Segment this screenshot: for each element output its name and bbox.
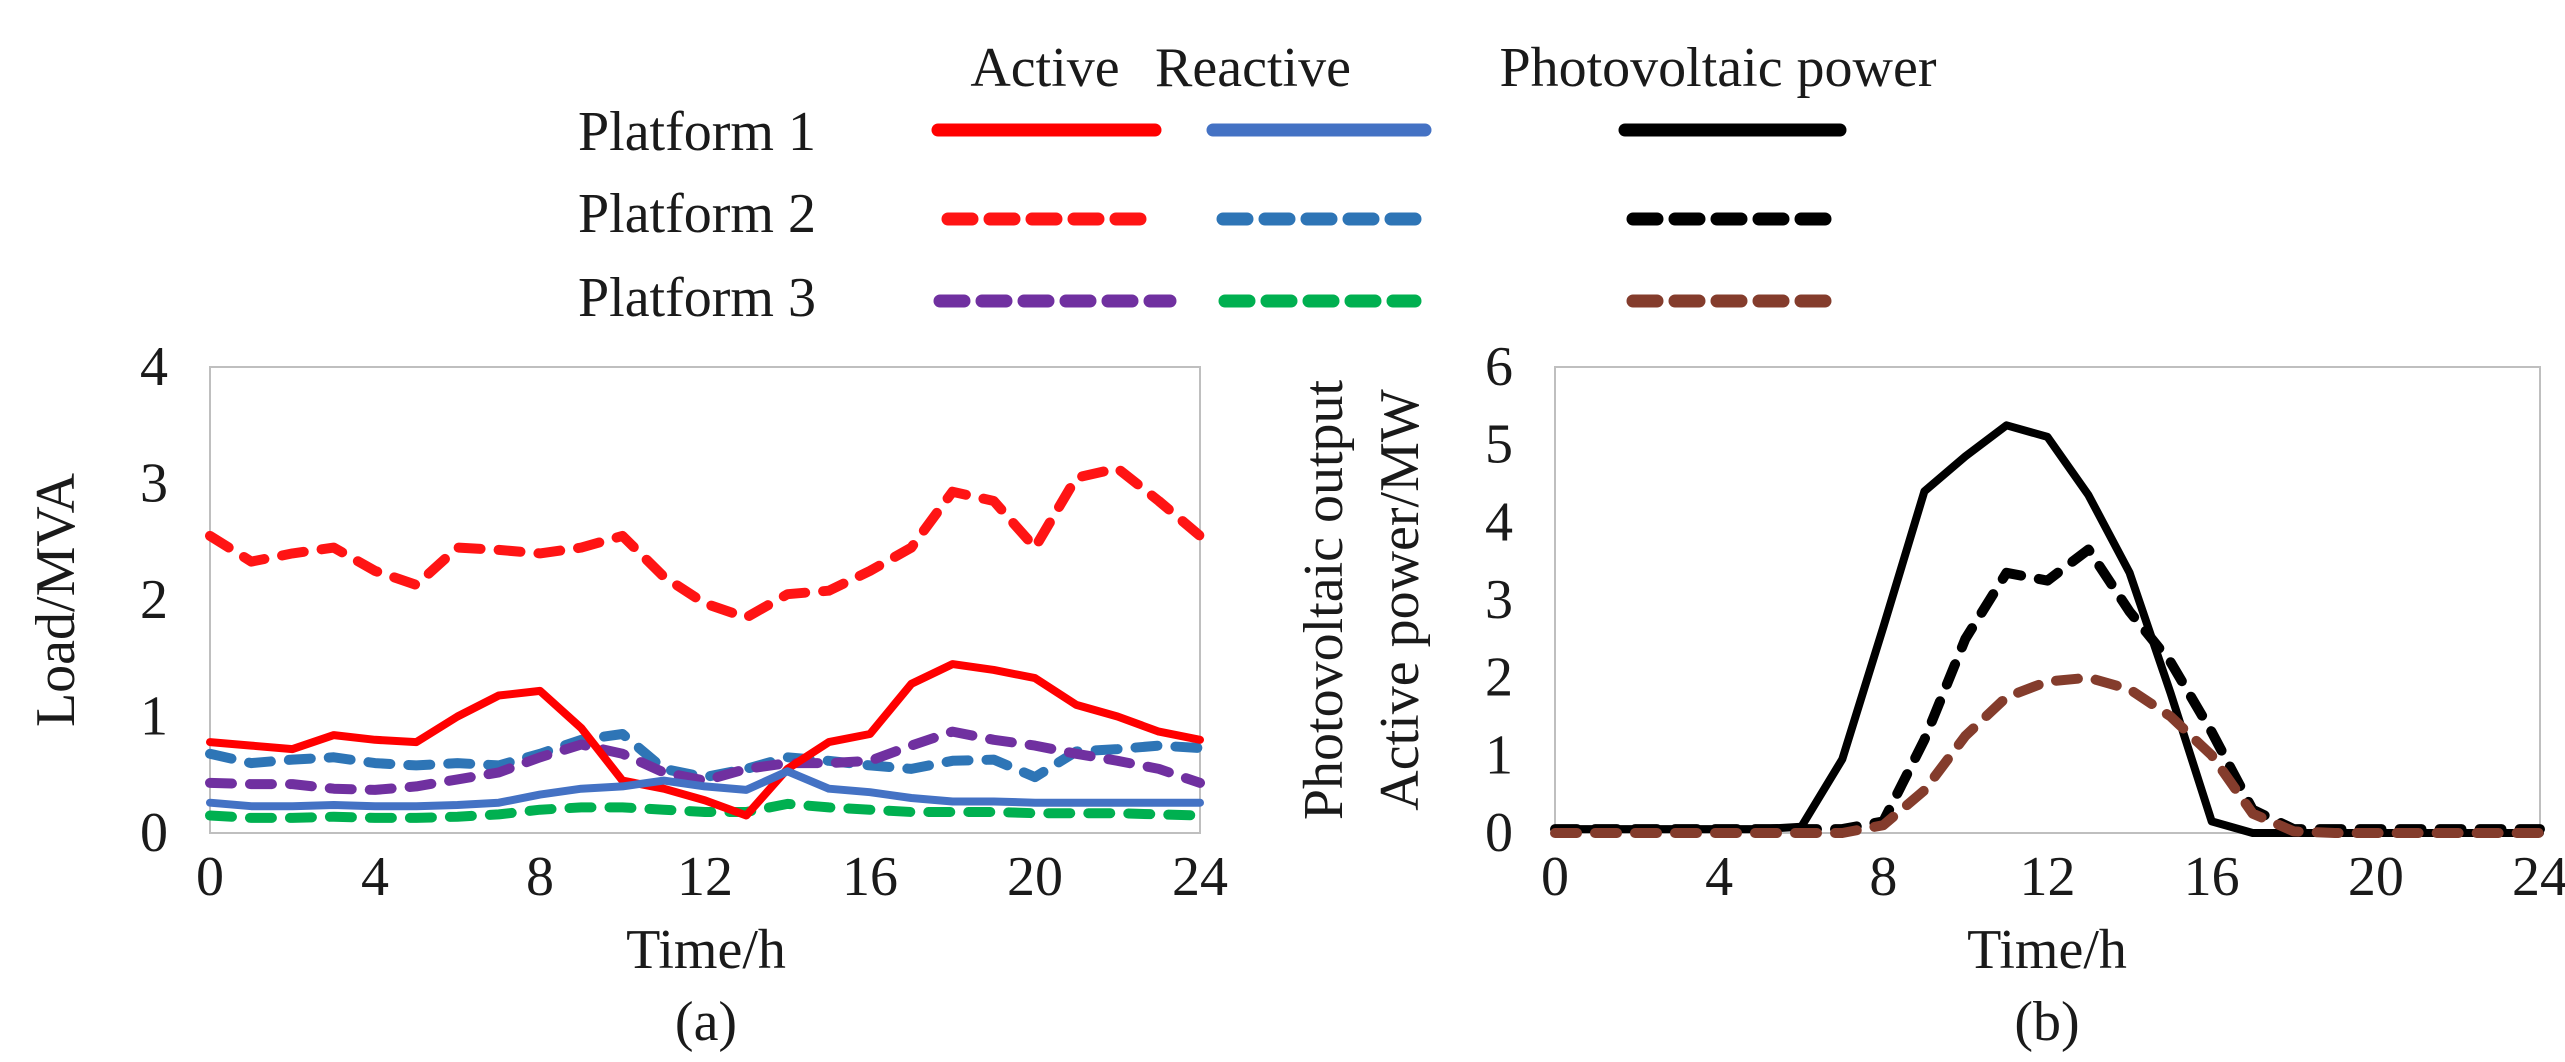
chart-a-ytick-label: 4: [140, 336, 168, 398]
chart-b-xtick-label: 0: [1541, 846, 1569, 908]
legend-row-platform-1: Platform 1: [578, 101, 816, 163]
chart-b-xtick-label: 24: [2512, 846, 2565, 908]
chart-a-series-platform-2-reactive: [205, 729, 1205, 783]
chart-a-xtick-label: 8: [526, 846, 554, 908]
chart-a-x-axis-label: Time/h: [626, 919, 786, 981]
chart-a-xtick-label: 4: [361, 846, 389, 908]
legend-col-photovoltaic: Photovoltaic power: [1499, 37, 1936, 99]
chart-b-xtick-label: 4: [1705, 846, 1733, 908]
chart-b-ytick-label: 1: [1485, 724, 1513, 786]
chart-b-ytick-label: 5: [1485, 414, 1513, 476]
chart-a-ytick-label: 2: [140, 569, 168, 631]
chart-a-ytick-label: 3: [140, 453, 168, 515]
chart-b-x-axis-label: Time/h: [1967, 919, 2127, 981]
chart-b-ytick-label: 2: [1485, 647, 1513, 709]
chart-a-xtick-label: 20: [1007, 846, 1063, 908]
chart-b-panel-label: (b): [2014, 991, 2079, 1053]
chart-a-series-platform-1-active: [206, 660, 1204, 820]
chart-a-y-ticks: 0 1 2 3 4: [140, 336, 168, 864]
chart-a-xtick-label: 16: [842, 846, 898, 908]
chart-b-xtick-label: 8: [1869, 846, 1897, 908]
chart-b-x-ticks: 0 4 8 12 16 20 24: [1541, 846, 2565, 908]
chart-a-series-platform-3-active: [205, 726, 1205, 795]
legend-col-reactive: Reactive: [1155, 37, 1351, 99]
chart-b-y-axis-label-line-2: Active power/MW: [1369, 389, 1431, 811]
chart-b-ytick-label: 6: [1485, 336, 1513, 398]
legend-col-active: Active: [970, 37, 1119, 99]
chart-a-series: [205, 463, 1205, 823]
legend: Active Reactive Photovoltaic power Platf…: [578, 37, 1937, 329]
chart-b-y-axis-label-line-1: Photovoltaic output: [1293, 379, 1355, 820]
chart-b-series: [1550, 421, 2545, 838]
chart-b-ytick-label: 3: [1485, 569, 1513, 631]
chart-b: 0 4 8 12 16 20 24 0 1 2 3 4 5 6 Time/h P…: [1293, 336, 2565, 1053]
chart-a-panel-label: (a): [675, 991, 737, 1053]
chart-b-ytick-label: 0: [1485, 802, 1513, 864]
chart-a-series-platform-1-reactive: [206, 767, 1204, 811]
chart-a-plot-frame: [209, 366, 1201, 834]
chart-a-xtick-label: 12: [677, 846, 733, 908]
chart-a-x-ticks: 0 4 8 12 16 20 24: [196, 846, 1228, 908]
chart-a-xtick-label: 0: [196, 846, 224, 908]
legend-row-platform-3: Platform 3: [578, 267, 816, 329]
chart-a-series-platform-2-active: [205, 463, 1205, 623]
chart-b-series-platform-2-photovoltaic-power: [1550, 544, 2545, 835]
chart-b-y-ticks: 0 1 2 3 4 5 6: [1485, 336, 1513, 864]
chart-a-series-platform-3-reactive: [205, 798, 1205, 823]
chart-a-ytick-label: 0: [140, 802, 168, 864]
chart-a-ytick-label: 1: [140, 686, 168, 748]
chart-b-series-platform-1-photovoltaic-power: [1551, 421, 2544, 837]
chart-b-xtick-label: 20: [2348, 846, 2404, 908]
chart-b-xtick-label: 12: [2020, 846, 2076, 908]
chart-b-ytick-label: 4: [1485, 491, 1513, 553]
chart-a-y-axis-label: Load/MVA: [25, 472, 87, 727]
chart-b-series-platform-3-photovoltaic-power: [1550, 672, 2545, 838]
chart-b-plot-frame: [1554, 366, 2541, 834]
chart-a: 0 4 8 12 16 20 24 0 1 2 3 4 Time/h Load/…: [25, 336, 1228, 1053]
chart-a-xtick-label: 24: [1172, 846, 1228, 908]
chart-b-xtick-label: 16: [2184, 846, 2240, 908]
legend-row-platform-2: Platform 2: [578, 183, 816, 245]
